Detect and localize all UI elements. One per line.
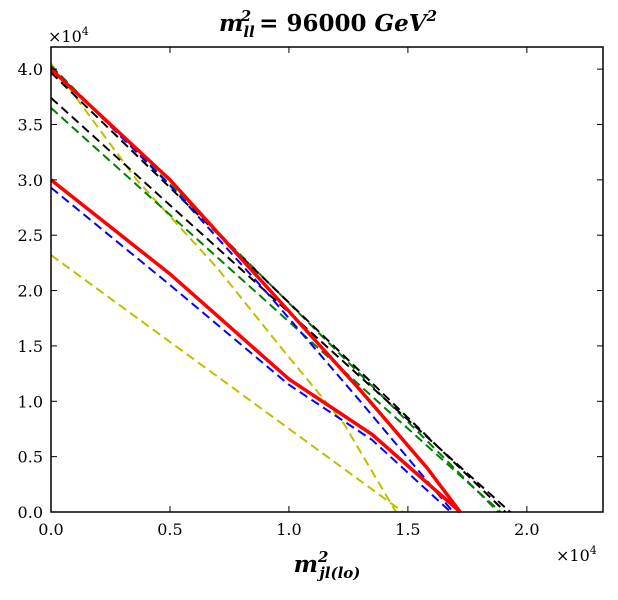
ticks: 0.0 0.5 1.0 1.5 2.0 0.0 0.5 1.0 1.5 2.0 2.5 3.0 3.5 4… xyxy=(18,47,603,539)
x-multiplier-exp: 4 xyxy=(590,544,597,557)
xlabel-sub: jl(lo) xyxy=(316,564,360,582)
series-line-blue-outer xyxy=(50,66,454,513)
x-tick-label: 2.0 xyxy=(514,520,539,539)
title-rest: = 96000 xyxy=(251,10,374,37)
y-tick-label: 2.5 xyxy=(18,226,43,245)
plot-lines xyxy=(49,63,511,514)
y-multiplier-base: ×10 xyxy=(48,27,82,46)
title-unit: GeV xyxy=(374,10,428,37)
series-line-blue-inner xyxy=(50,186,452,513)
x-tick-label: 0.0 xyxy=(38,520,63,539)
x-tick-label: 1.0 xyxy=(276,520,301,539)
y-tick-label: 1.5 xyxy=(18,337,43,356)
y-tick-label: 0.5 xyxy=(18,448,43,467)
x-tick-label: 0.5 xyxy=(157,520,182,539)
chart-title: mll2 = 96000 GeV2 xyxy=(219,7,437,41)
series-line-black-1 xyxy=(50,97,511,513)
y-tick-label: 3.0 xyxy=(18,171,43,190)
y-tick-label: 2.0 xyxy=(18,282,43,301)
title-base: m xyxy=(219,10,243,37)
title-sub: ll xyxy=(243,23,255,41)
title-sup: 2 xyxy=(240,7,251,25)
y-tick-label: 1.0 xyxy=(18,392,43,411)
series-line-green-2 xyxy=(50,107,502,513)
title-unit-sup: 2 xyxy=(426,7,437,25)
series-line-yellow-inner xyxy=(50,254,404,513)
series-line-yellow-outer xyxy=(50,63,397,513)
xlabel-base: m xyxy=(294,551,318,578)
plot-frame xyxy=(50,46,604,513)
x-multiplier: ×104 xyxy=(556,544,597,565)
y-tick-label: 4.0 xyxy=(18,60,43,79)
series-line-red-inner xyxy=(49,178,462,514)
y-multiplier: ×104 xyxy=(48,25,89,46)
x-axis-label: m2 jl(lo) xyxy=(294,548,361,582)
series-line-red-outer xyxy=(49,67,462,514)
x-tick-label: 1.5 xyxy=(395,520,420,539)
series-line-black-2 xyxy=(50,71,507,513)
y-tick-label: 0.0 xyxy=(18,503,43,522)
y-tick-label: 3.5 xyxy=(18,116,43,135)
y-multiplier-exp: 4 xyxy=(82,25,89,38)
x-multiplier-base: ×10 xyxy=(556,546,590,565)
xlabel-sup: 2 xyxy=(317,548,328,566)
